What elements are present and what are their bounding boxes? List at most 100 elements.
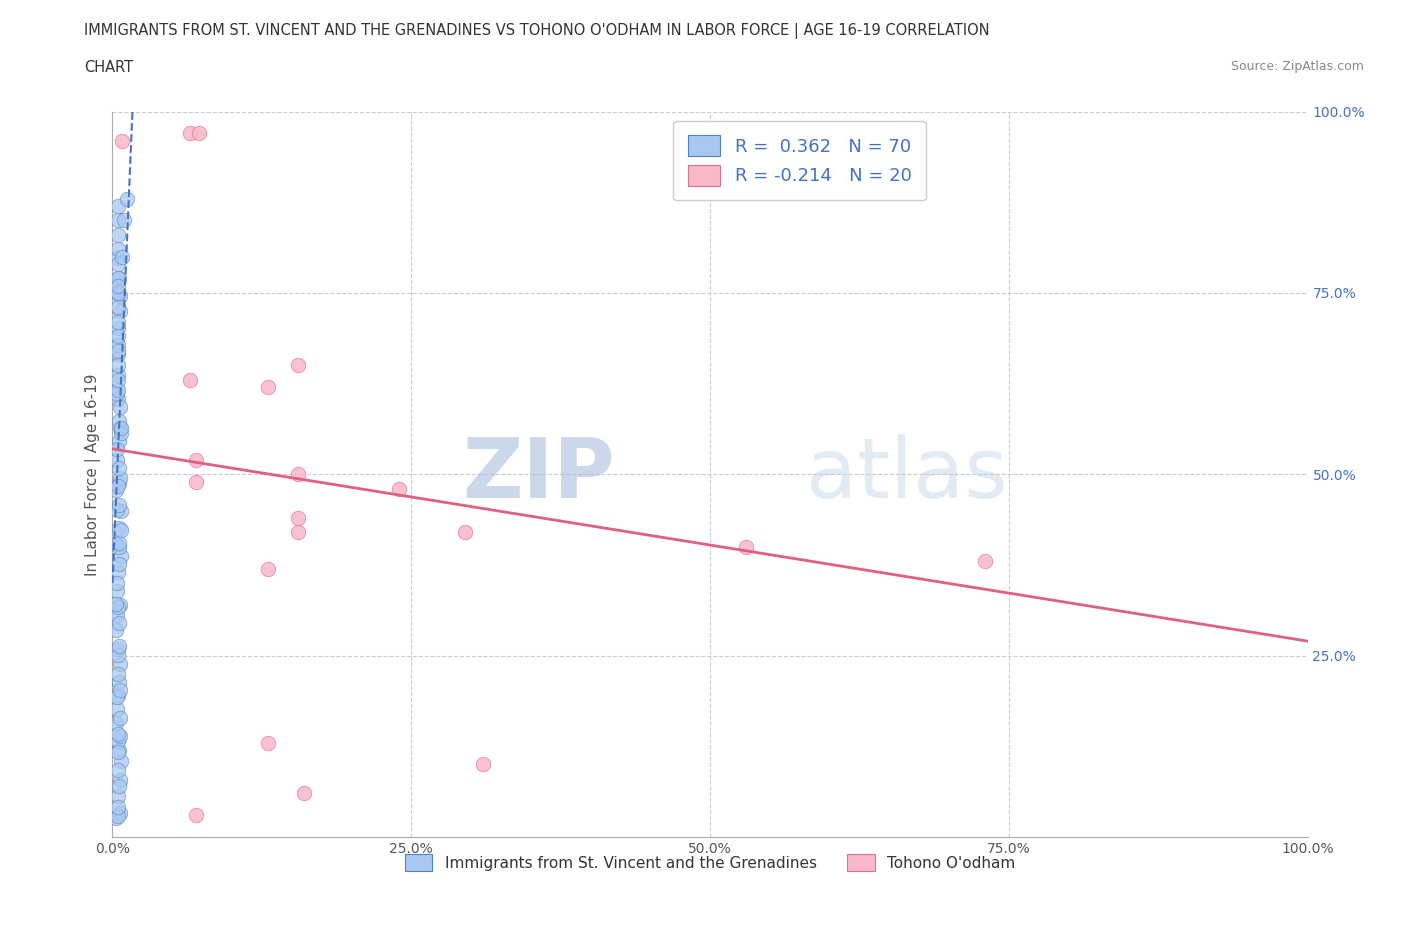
Point bbox=[186, 808, 208, 823]
Point bbox=[107, 808, 129, 823]
Point bbox=[107, 286, 129, 300]
Point bbox=[110, 711, 132, 725]
Point bbox=[107, 687, 129, 702]
Point bbox=[454, 525, 477, 539]
Point bbox=[107, 358, 129, 373]
Point bbox=[287, 511, 309, 525]
Point bbox=[107, 373, 129, 388]
Point bbox=[108, 288, 131, 303]
Point bbox=[105, 810, 128, 825]
Point bbox=[974, 554, 997, 569]
Point bbox=[114, 213, 135, 228]
Point bbox=[107, 271, 129, 286]
Point bbox=[292, 786, 315, 801]
Point bbox=[107, 367, 129, 382]
Point bbox=[108, 557, 131, 572]
Point bbox=[111, 249, 134, 264]
Point bbox=[107, 346, 129, 361]
Point bbox=[472, 757, 495, 772]
Point bbox=[107, 745, 129, 760]
Point bbox=[107, 607, 129, 622]
Point bbox=[105, 442, 128, 457]
Point bbox=[105, 583, 128, 598]
Point bbox=[110, 504, 132, 519]
Point bbox=[107, 726, 129, 741]
Point bbox=[107, 763, 129, 777]
Point bbox=[108, 772, 131, 787]
Text: ZIP: ZIP bbox=[463, 433, 614, 515]
Point bbox=[257, 736, 280, 751]
Point bbox=[287, 525, 309, 539]
Point bbox=[107, 314, 129, 329]
Point bbox=[107, 278, 129, 293]
Point bbox=[107, 479, 129, 494]
Point bbox=[105, 716, 128, 731]
Point bbox=[107, 433, 129, 448]
Point bbox=[108, 675, 131, 690]
Point bbox=[107, 228, 129, 243]
Point bbox=[105, 689, 128, 704]
Point bbox=[105, 250, 128, 265]
Point bbox=[108, 498, 131, 512]
Point bbox=[108, 414, 131, 429]
Point bbox=[110, 523, 132, 538]
Point bbox=[108, 399, 131, 414]
Point bbox=[105, 453, 128, 468]
Point bbox=[105, 483, 128, 498]
Point bbox=[287, 467, 309, 482]
Point bbox=[107, 743, 129, 758]
Point bbox=[107, 615, 129, 630]
Point bbox=[105, 537, 128, 551]
Point bbox=[107, 257, 129, 272]
Point bbox=[179, 126, 201, 140]
Point bbox=[108, 778, 131, 793]
Point bbox=[107, 213, 129, 228]
Point bbox=[108, 304, 131, 319]
Point bbox=[735, 539, 758, 554]
Point bbox=[107, 242, 129, 257]
Point bbox=[107, 286, 129, 300]
Point bbox=[107, 642, 129, 657]
Point bbox=[110, 549, 132, 564]
Point bbox=[108, 639, 131, 654]
Point bbox=[108, 683, 131, 698]
Point bbox=[107, 800, 129, 815]
Point bbox=[107, 667, 129, 682]
Point bbox=[107, 733, 129, 748]
Text: Source: ZipAtlas.com: Source: ZipAtlas.com bbox=[1230, 60, 1364, 73]
Point bbox=[107, 198, 129, 213]
Point bbox=[105, 622, 128, 637]
Point bbox=[257, 379, 280, 394]
Point bbox=[107, 343, 129, 358]
Point bbox=[111, 133, 134, 148]
Point bbox=[105, 386, 128, 401]
Text: CHART: CHART bbox=[84, 60, 134, 75]
Point bbox=[108, 657, 131, 671]
Point bbox=[186, 474, 208, 489]
Point bbox=[107, 271, 129, 286]
Point bbox=[107, 300, 129, 315]
Point bbox=[107, 329, 129, 344]
Point bbox=[287, 358, 309, 373]
Point bbox=[110, 753, 132, 768]
Point bbox=[105, 575, 128, 590]
Point bbox=[388, 482, 411, 497]
Point bbox=[107, 600, 129, 615]
Point bbox=[107, 392, 129, 407]
Legend: Immigrants from St. Vincent and the Grenadines, Tohono O'odham: Immigrants from St. Vincent and the Gren… bbox=[395, 845, 1025, 880]
Point bbox=[110, 597, 132, 612]
Y-axis label: In Labor Force | Age 16-19: In Labor Force | Age 16-19 bbox=[86, 373, 101, 576]
Point bbox=[179, 373, 201, 388]
Point bbox=[107, 539, 129, 554]
Point bbox=[107, 476, 129, 491]
Point bbox=[105, 597, 128, 612]
Text: atlas: atlas bbox=[806, 433, 1007, 515]
Point bbox=[108, 536, 131, 551]
Point bbox=[107, 647, 129, 662]
Point bbox=[187, 126, 209, 140]
Point bbox=[108, 521, 131, 536]
Point bbox=[105, 502, 128, 517]
Point bbox=[108, 420, 131, 435]
Point bbox=[108, 729, 131, 744]
Point bbox=[110, 470, 132, 485]
